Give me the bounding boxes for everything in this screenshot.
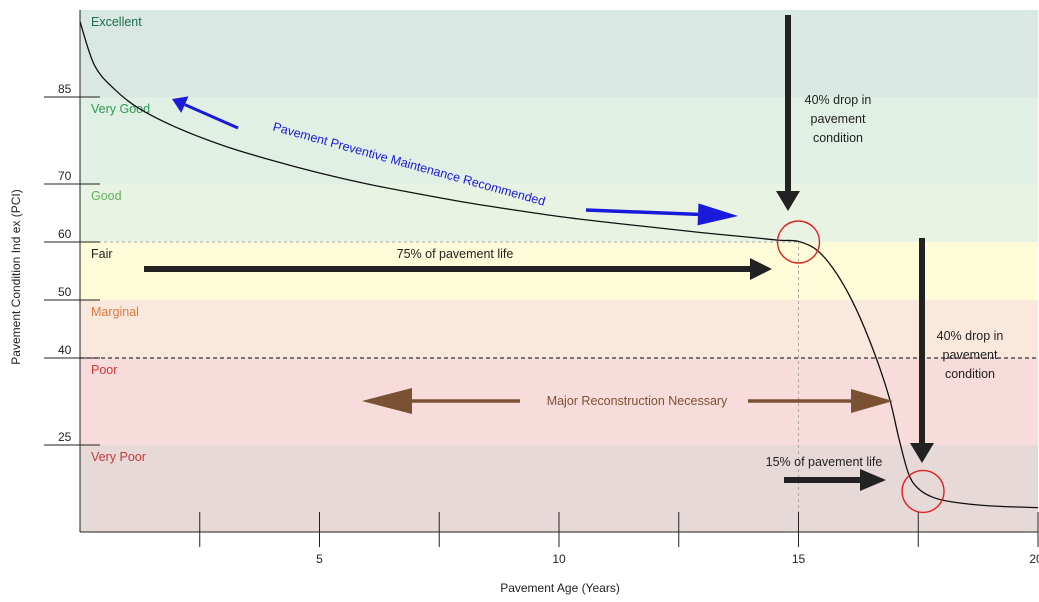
band-very-good — [80, 97, 1038, 184]
y-tick-label-50: 50 — [58, 285, 72, 299]
reconstruction-label: Major Reconstruction Necessary — [547, 394, 728, 408]
ppm-arrow-right-shaft — [585, 208, 699, 217]
reconstruction-arrow-right-head — [851, 389, 893, 413]
y-tick-label-25: 25 — [58, 430, 72, 444]
drop-2-label-line-2: pavement — [943, 348, 998, 362]
critical-point-markers — [776, 220, 945, 514]
life-75-arrow-head — [750, 258, 772, 280]
band-label-good: Good — [91, 189, 122, 203]
y-tick-label-85: 85 — [58, 82, 72, 96]
reconstruction-arrow-right — [748, 389, 893, 413]
band-excellent — [80, 10, 1038, 97]
x-axis-title: Pavement Age (Years) — [500, 581, 620, 595]
x-tick-label-20: 20 — [1029, 552, 1039, 566]
life-75-arrow — [144, 258, 772, 280]
band-good — [80, 184, 1038, 242]
life-15-label: 15% of pavement life — [766, 455, 883, 469]
drop-arrow-2-head — [910, 443, 934, 463]
y-axis-title: Pavement Condition Ind ex (PCI) — [9, 189, 23, 364]
reference-lines — [80, 241, 1038, 532]
drop-2-label-line-1: 40% drop in — [937, 329, 1004, 343]
pci-curve — [79, 21, 1039, 509]
band-marginal — [80, 300, 1038, 358]
life-15-arrow-head — [860, 469, 886, 491]
life-75-label: 75% of pavement life — [397, 247, 514, 261]
band-label-fair: Fair — [91, 247, 113, 261]
ppm-arrow-right — [585, 203, 738, 226]
y-tick-label-60: 60 — [58, 227, 72, 241]
ppm-arrow-left-shaft — [184, 103, 239, 130]
drop-arrow-1-head — [776, 191, 800, 211]
axes: 25 40 50 60 70 85 5 10 15 20 — [44, 10, 1039, 566]
x-tick-label-15: 15 — [792, 552, 806, 566]
band-label-marginal: Marginal — [91, 305, 139, 319]
drop-1-label-line-2: pavement — [811, 112, 866, 126]
x-tick-label-5: 5 — [316, 552, 323, 566]
life-15-arrow — [784, 469, 886, 491]
y-tick-label-70: 70 — [58, 169, 72, 183]
band-label-very-poor: Very Poor — [91, 450, 146, 464]
ppm-arrow-left — [172, 96, 239, 130]
band-label-excellent: Excellent — [91, 15, 142, 29]
y-tick-label-40: 40 — [58, 343, 72, 357]
ppm-arrow-left-head — [172, 96, 189, 113]
drop-arrow-2 — [910, 238, 934, 463]
reconstruction-arrow-left-head — [362, 388, 412, 414]
drop-1-label-line-3: condition — [813, 131, 863, 145]
pci-deterioration-curve — [79, 21, 1039, 509]
critical-point-circle-1 — [776, 220, 821, 264]
ppm-arrow-right-head — [697, 203, 738, 226]
reconstruction-arrow-left — [362, 388, 520, 414]
critical-point-circle-2 — [901, 469, 945, 514]
drop-arrow-1 — [776, 15, 800, 211]
x-tick-label-10: 10 — [552, 552, 566, 566]
band-label-poor: Poor — [91, 363, 117, 377]
drop-2-label-line-3: condition — [945, 367, 995, 381]
drop-1-label-line-1: 40% drop in — [805, 93, 872, 107]
